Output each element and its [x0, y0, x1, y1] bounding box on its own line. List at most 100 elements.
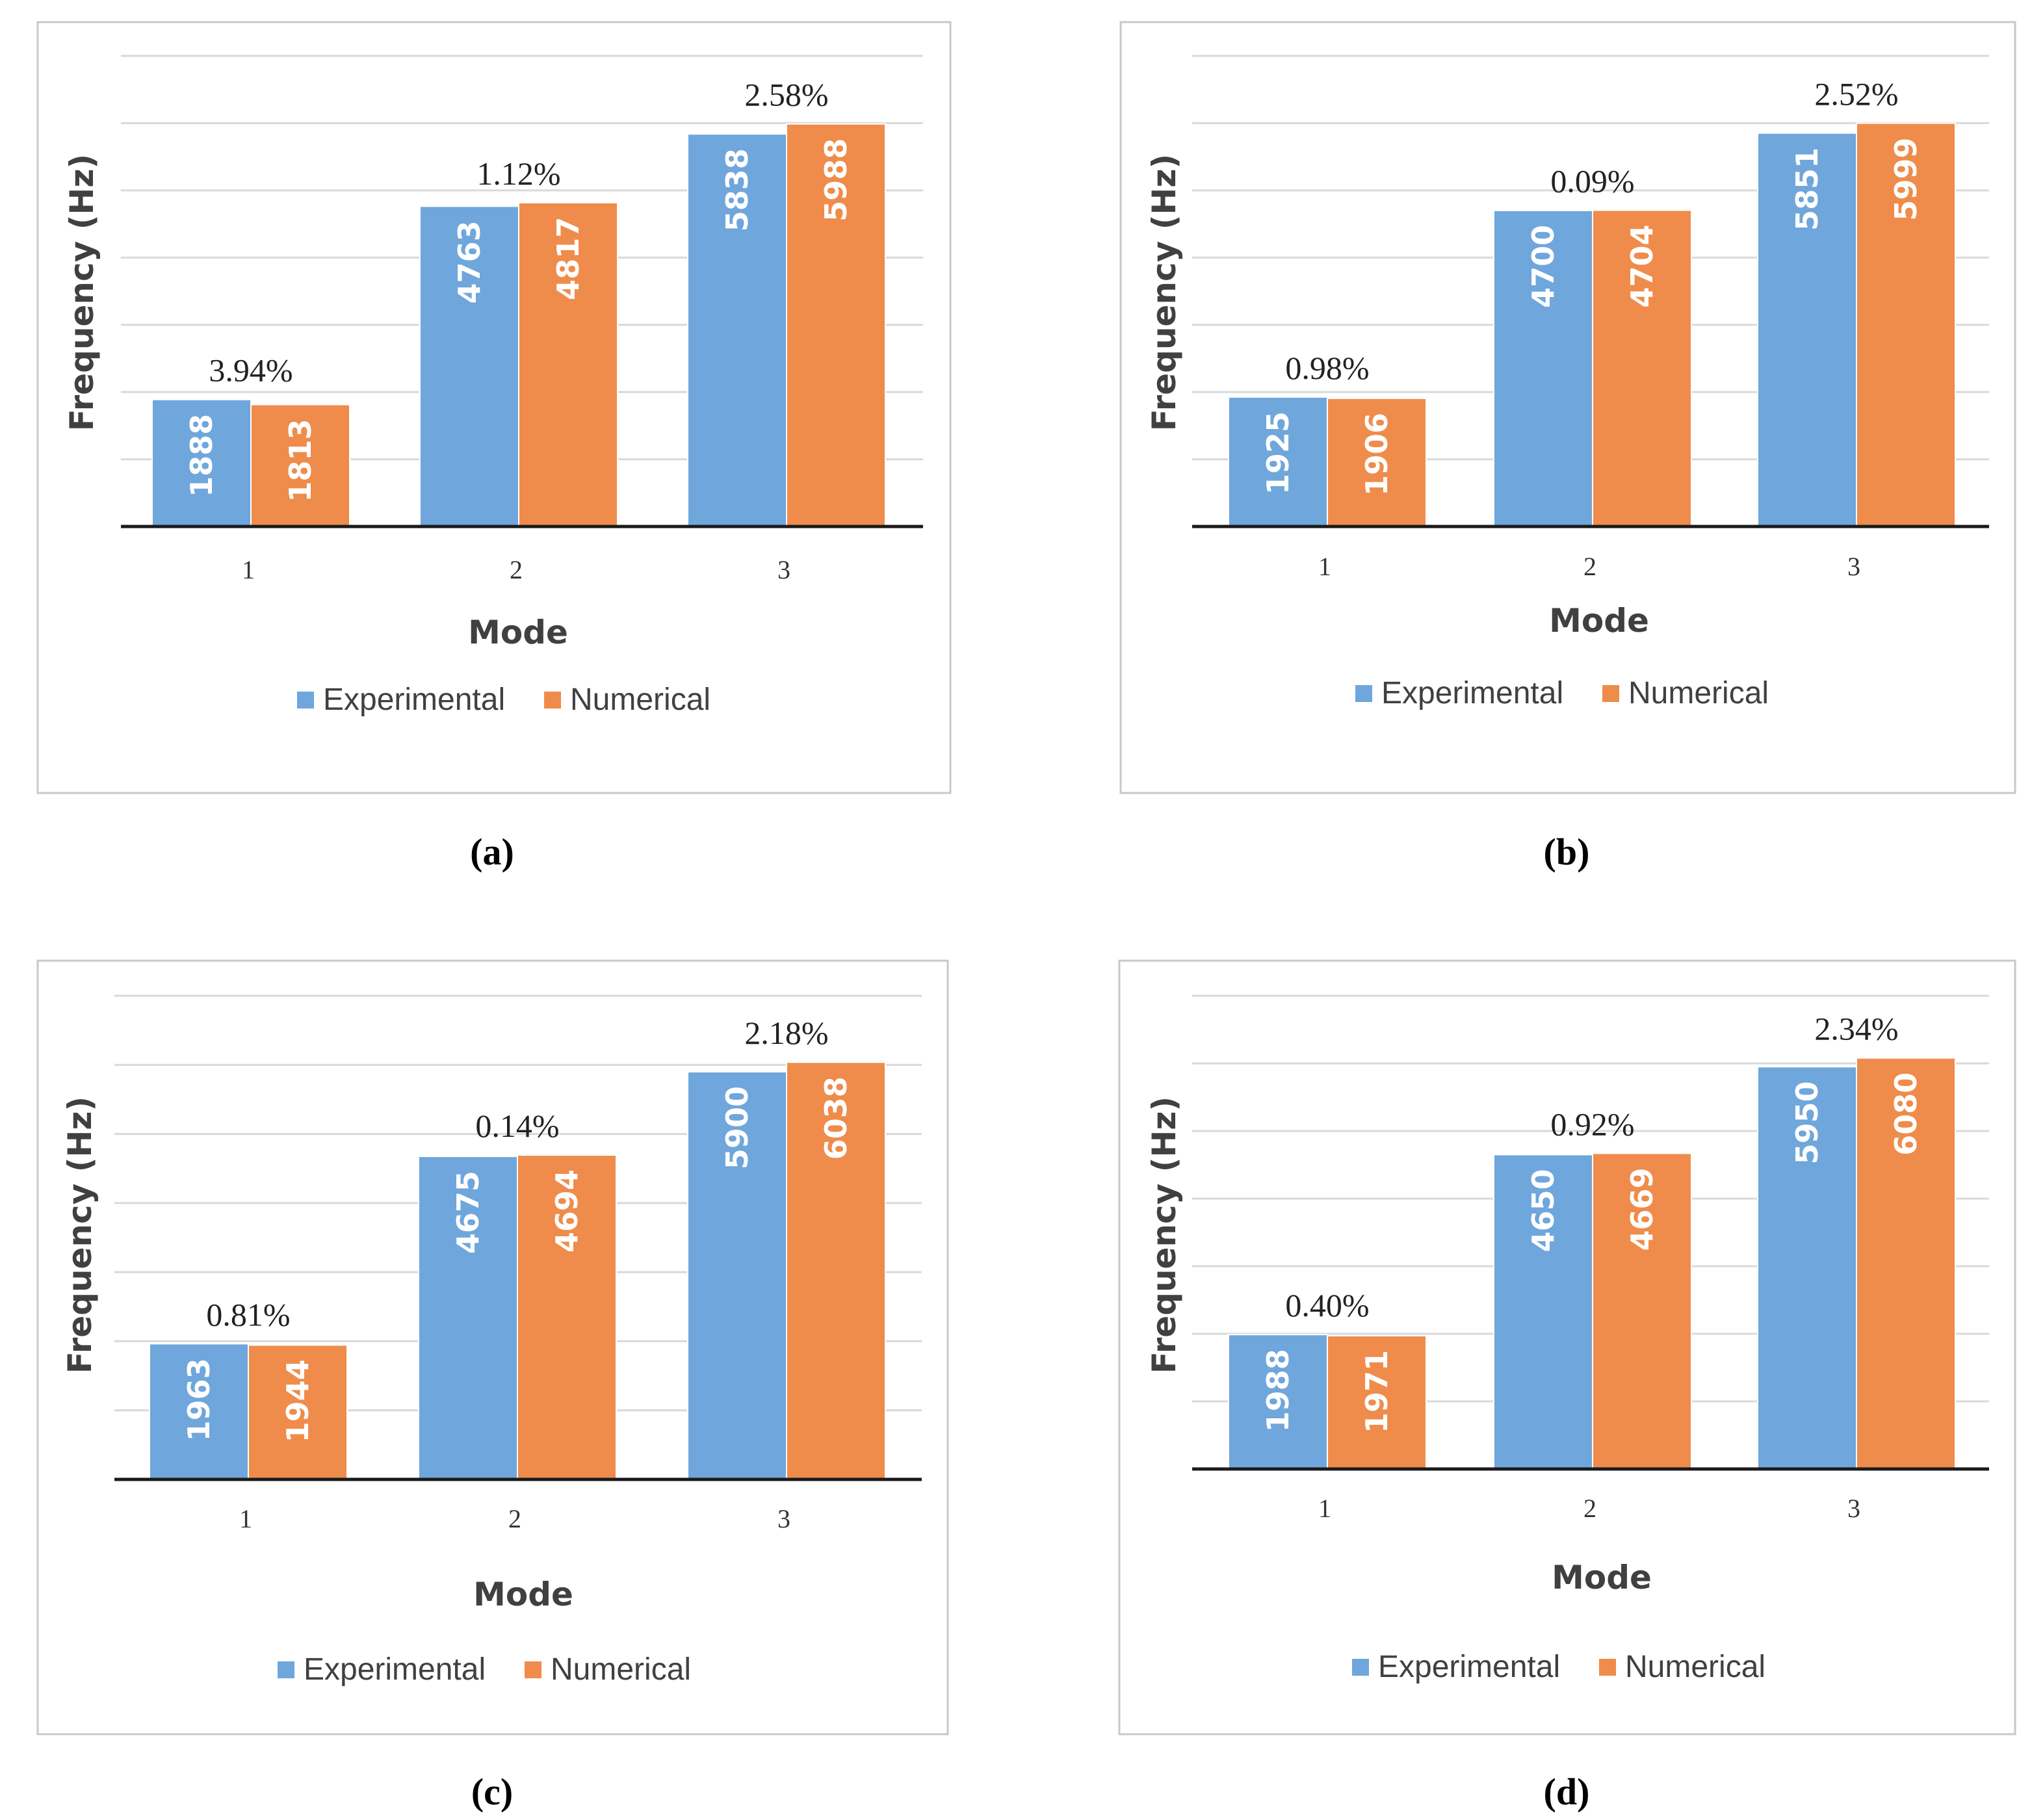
- legend: Experimental Numerical: [297, 682, 710, 717]
- panel-caption: (c): [471, 1771, 513, 1813]
- legend-label-numerical: Numerical: [1625, 1650, 1765, 1684]
- bar-value-label: 5900: [720, 1086, 755, 1169]
- bar-value-label: 4704: [1624, 224, 1660, 307]
- bar-value-label: 4817: [551, 217, 586, 300]
- chart-panel-1: 1888 1813 3.94% 1 4763 4817 1.12% 2 5838 5988 2.58…: [36, 21, 952, 873]
- bar-value-label: 5851: [1790, 148, 1825, 231]
- bar-value-label: 6038: [818, 1076, 853, 1160]
- x-tick-label: 1: [242, 555, 255, 584]
- bar-experimental-mode-2: [419, 205, 519, 527]
- x-tick-label: 1: [1318, 552, 1331, 581]
- legend-swatch-experimental: [1355, 685, 1372, 702]
- bar-numerical-mode-3: [1856, 122, 1956, 528]
- x-tick-label: 3: [1847, 552, 1860, 581]
- difference-label: 3.94%: [209, 352, 293, 389]
- difference-label: 1.12%: [476, 155, 560, 192]
- x-axis-title: Mode: [1549, 602, 1649, 640]
- chart-panel-4: 1988 1971 0.40% 1 4650 4669 0.92% 2 5950 6080 2.34…: [1118, 959, 2016, 1813]
- bar-numerical-mode-2: [1592, 209, 1692, 527]
- legend-swatch-experimental: [1352, 1659, 1369, 1676]
- x-axis-title: Mode: [1552, 1559, 1652, 1596]
- bar-value-label: 5988: [818, 138, 853, 222]
- bar-numerical-mode-3: [786, 123, 886, 527]
- x-axis-title: Mode: [468, 614, 568, 651]
- bar-value-label: 1888: [184, 414, 219, 497]
- x-tick-label: 3: [1847, 1494, 1860, 1523]
- x-tick-label: 2: [1583, 1494, 1596, 1523]
- y-axis-title: Frequency (Hz): [1145, 154, 1183, 432]
- x-tick-label: 2: [1583, 552, 1596, 581]
- panel-caption: (b): [1544, 831, 1590, 873]
- bar-value-label: 4650: [1526, 1169, 1561, 1252]
- legend-swatch-numerical: [1599, 1659, 1616, 1676]
- legend-label-numerical: Numerical: [551, 1652, 691, 1687]
- x-tick-label: 2: [510, 555, 523, 584]
- bar-numerical-mode-2: [517, 1154, 617, 1480]
- legend-label-numerical: Numerical: [1628, 676, 1769, 710]
- bar-numerical-mode-3: [1856, 1057, 1956, 1470]
- x-tick-label: 3: [777, 555, 790, 584]
- bar-experimental-mode-3: [1757, 132, 1857, 528]
- bar-experimental-mode-2: [418, 1156, 518, 1480]
- bar-value-label: 6080: [1888, 1072, 1923, 1156]
- difference-label: 2.34%: [1814, 1011, 1898, 1047]
- legend: Experimental Numerical: [1355, 676, 1769, 710]
- difference-label: 0.14%: [475, 1108, 559, 1144]
- legend-label-experimental: Experimental: [1381, 676, 1563, 710]
- bar-numerical-mode-1: [248, 1344, 348, 1481]
- bar-value-label: 1906: [1359, 413, 1394, 496]
- bar-value-label: 4694: [549, 1169, 584, 1253]
- bar-value-label: 1813: [283, 419, 318, 502]
- y-axis-title: Frequency (Hz): [63, 154, 101, 432]
- bar-experimental-mode-1: [1228, 1334, 1328, 1470]
- legend-label-numerical: Numerical: [570, 682, 710, 717]
- bar-numerical-mode-1: [1327, 1335, 1427, 1470]
- panel-caption: (a): [470, 831, 514, 873]
- bar-numerical-mode-1: [1327, 397, 1427, 527]
- bar-value-label: 5950: [1790, 1081, 1825, 1164]
- bar-numerical-mode-2: [518, 202, 618, 527]
- bar-value-label: 1925: [1260, 411, 1296, 495]
- difference-label: 0.81%: [206, 1296, 290, 1332]
- bar-value-label: 5999: [1888, 138, 1923, 221]
- legend-label-experimental: Experimental: [1378, 1650, 1560, 1684]
- difference-label: 0.92%: [1550, 1106, 1634, 1142]
- bar-experimental-mode-1: [1228, 396, 1328, 528]
- bar-value-label: 4700: [1526, 225, 1561, 308]
- bar-value-label: 4763: [452, 220, 487, 304]
- difference-label: 2.18%: [744, 1015, 828, 1051]
- legend-swatch-numerical: [525, 1661, 541, 1678]
- bar-value-label: 4669: [1624, 1167, 1660, 1251]
- bar-value-label: 1988: [1260, 1349, 1296, 1432]
- bar-experimental-mode-3: [687, 133, 787, 527]
- x-tick-label: 2: [508, 1504, 521, 1533]
- bar-value-label: 1944: [280, 1359, 315, 1442]
- difference-label: 0.09%: [1550, 162, 1634, 199]
- chart-panel-3: 1963 1944 0.81% 1 4675 4694 0.14% 2 5900 6038 2.18…: [36, 959, 949, 1813]
- legend-swatch-experimental: [278, 1661, 294, 1678]
- bar-numerical-mode-3: [786, 1061, 886, 1480]
- x-tick-label: 3: [777, 1504, 790, 1533]
- legend-label-experimental: Experimental: [304, 1652, 486, 1687]
- difference-label: 2.52%: [1814, 76, 1898, 112]
- legend-swatch-numerical: [1602, 685, 1619, 702]
- difference-label: 0.40%: [1285, 1287, 1369, 1323]
- x-tick-label: 1: [1318, 1494, 1331, 1523]
- x-axis-title: Mode: [473, 1576, 573, 1613]
- y-axis-title: Frequency (Hz): [61, 1097, 99, 1374]
- legend: Experimental Numerical: [1352, 1650, 1765, 1684]
- bar-experimental-mode-1: [151, 398, 252, 528]
- bar-value-label: 4675: [450, 1171, 486, 1254]
- y-axis-title: Frequency (Hz): [1145, 1097, 1183, 1374]
- bar-value-label: 1963: [181, 1358, 216, 1441]
- x-tick-label: 1: [239, 1504, 252, 1533]
- bar-numerical-mode-1: [250, 404, 350, 528]
- bar-value-label: 5838: [720, 148, 755, 231]
- difference-label: 2.58%: [744, 77, 828, 113]
- chart-panel-2: 1925 1906 0.98% 1 4700 4704 0.09% 2 5851 5999 2.52…: [1119, 21, 2016, 873]
- bar-experimental-mode-2: [1493, 209, 1593, 527]
- difference-label: 0.98%: [1285, 350, 1369, 386]
- legend: Experimental Numerical: [278, 1652, 691, 1687]
- bar-experimental-mode-1: [149, 1343, 249, 1480]
